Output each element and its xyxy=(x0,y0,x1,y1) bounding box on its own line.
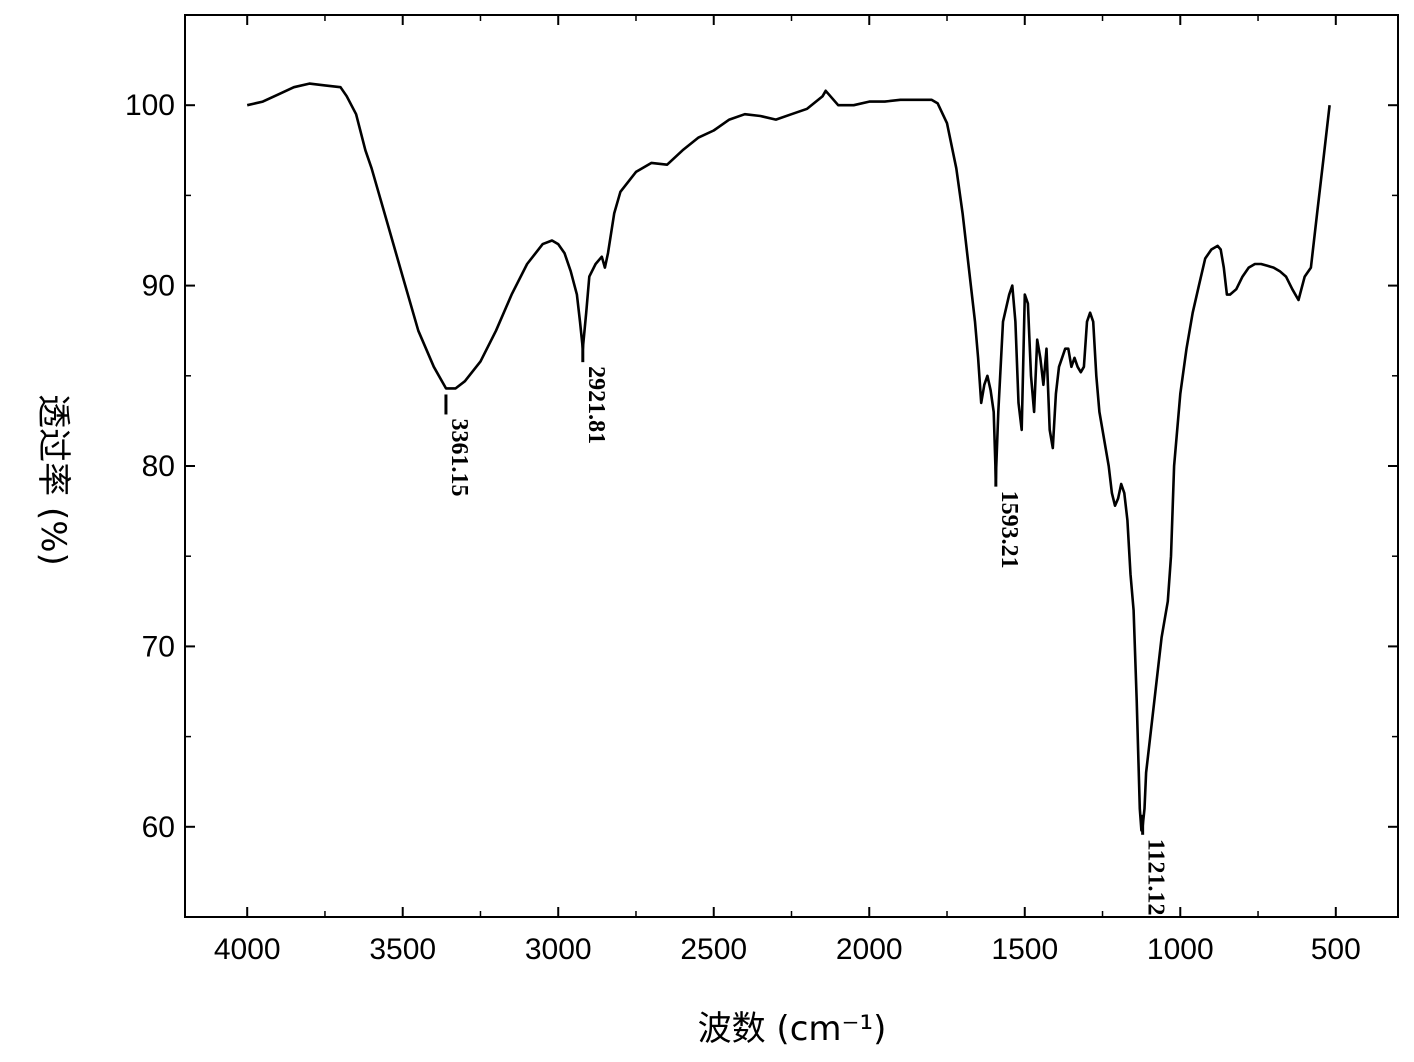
x-axis-title: 波数 (cm⁻¹) xyxy=(698,1009,887,1049)
y-tick-label: 80 xyxy=(142,450,175,483)
x-tick-label: 1000 xyxy=(1147,933,1214,966)
plot-frame xyxy=(185,15,1398,917)
tick-labels: 4000 3500 3000 2500 2000 1500 1000 500 60 70 80 90 1… xyxy=(125,89,1361,966)
peak-label: 1121.12 xyxy=(1143,839,1169,916)
peak-label: 3361.15 xyxy=(446,418,472,496)
spectrum-line xyxy=(247,84,1329,831)
x-tick-label: 2500 xyxy=(680,933,747,966)
x-tick-label: 1500 xyxy=(991,933,1058,966)
x-tick-label: 4000 xyxy=(214,933,281,966)
axis-ticks xyxy=(185,15,1398,917)
y-tick-label: 70 xyxy=(142,630,175,663)
y-tick-label: 100 xyxy=(125,89,175,122)
y-tick-label: 90 xyxy=(142,270,175,303)
y-tick-label: 60 xyxy=(142,811,175,844)
peak-label: 2921.81 xyxy=(583,366,609,444)
peak-markers: 3361.15 2921.81 1593.21 1121.12 xyxy=(446,342,1169,915)
x-tick-label: 3000 xyxy=(525,933,592,966)
x-tick-label: 2000 xyxy=(836,933,903,966)
y-axis-title: 透过率 (%) xyxy=(33,394,73,566)
x-tick-label: 500 xyxy=(1311,933,1361,966)
peak-label: 1593.21 xyxy=(996,491,1022,569)
x-tick-label: 3500 xyxy=(369,933,436,966)
